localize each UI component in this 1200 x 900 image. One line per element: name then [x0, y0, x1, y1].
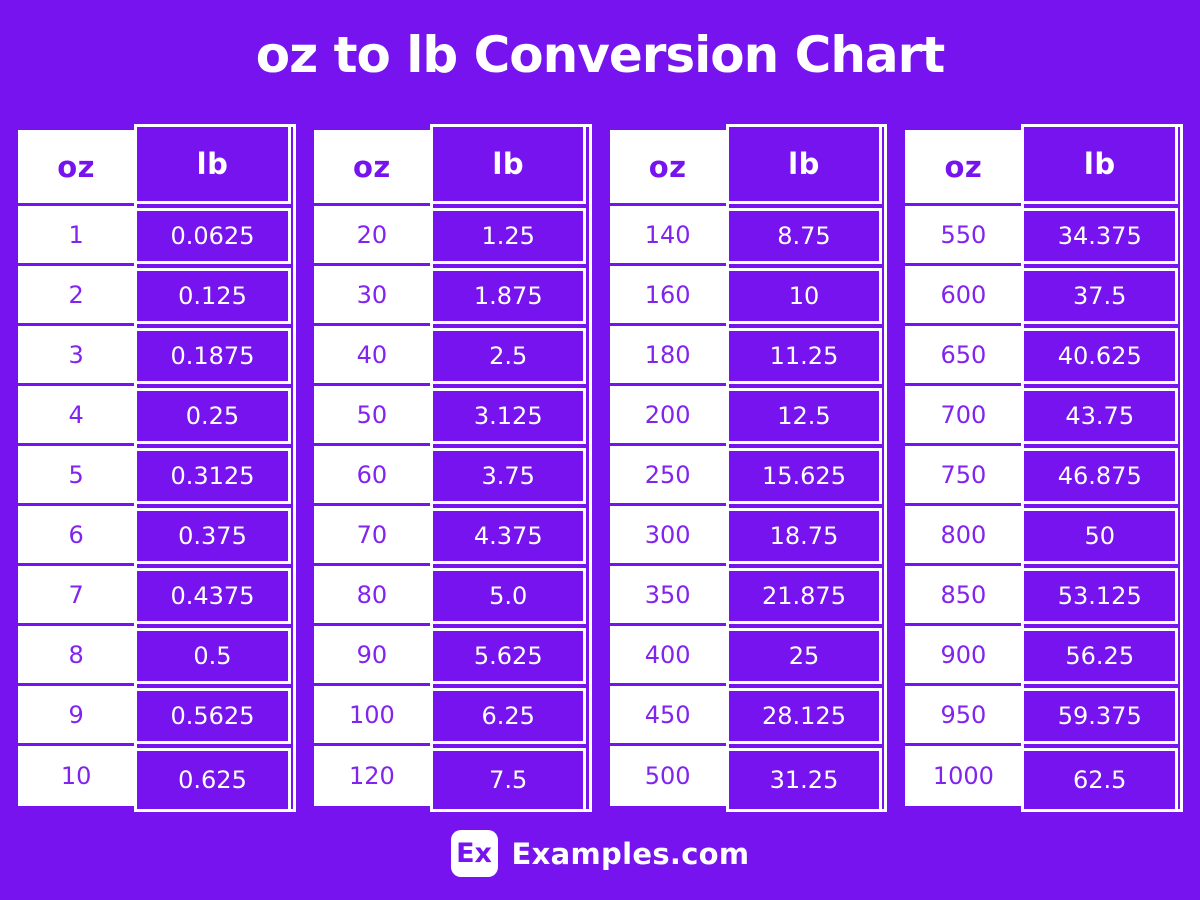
- oz-value-cell: 550: [905, 206, 1022, 266]
- oz-value-cell: 6: [18, 506, 135, 566]
- oz-value-cell: 900: [905, 626, 1022, 686]
- lb-value-cell: 28.125: [725, 688, 883, 744]
- lb-value-cell: 21.875: [725, 568, 883, 624]
- lb-value-cell: 3.125: [429, 388, 587, 444]
- oz-value-cell: 10: [18, 746, 135, 806]
- oz-value-cell: 70: [313, 506, 430, 566]
- oz-value-cell: 750: [905, 446, 1022, 506]
- lb-value-cell: 0.4375: [134, 568, 291, 624]
- lb-header-cell: lb: [1021, 124, 1178, 204]
- oz-value-cell: 1: [18, 206, 135, 266]
- oz-value-cell: 450: [609, 686, 726, 746]
- lb-value-cell: 15.625: [725, 448, 883, 504]
- oz-value-cell: 80: [313, 566, 430, 626]
- conversion-tables: oz lb 1 0.0625 2 0.125 3 0.1875 4 0.25 5 0.3125 6 0.3…: [18, 124, 1183, 812]
- conversion-table: oz lb 550 34.375 600 37.5 650 40.625 700 43.75 750…: [905, 124, 1183, 812]
- lb-value-cell: 0.25: [134, 388, 291, 444]
- lb-value-cell: 6.25: [429, 688, 587, 744]
- lb-value-cell: 59.375: [1021, 688, 1178, 744]
- lb-value-cell: 0.1875: [134, 328, 291, 384]
- conversion-table: oz lb 140 8.75 160 10 180 11.25 200 12.5 250 15.625…: [609, 124, 888, 812]
- examples-logo-icon: Ex: [450, 830, 498, 877]
- lb-value-cell: 0.3125: [134, 448, 291, 504]
- lb-value-cell: 34.375: [1021, 208, 1178, 264]
- oz-value-cell: 40: [313, 326, 430, 386]
- lb-value-cell: 7.5: [429, 748, 587, 812]
- oz-header-cell: oz: [313, 130, 430, 206]
- oz-value-cell: 120: [313, 746, 430, 806]
- lb-value-cell: 43.75: [1021, 388, 1178, 444]
- lb-value-cell: 2.5: [429, 328, 587, 384]
- oz-value-cell: 9: [18, 686, 135, 746]
- lb-value-cell: 10: [725, 268, 883, 324]
- conversion-table: oz lb 20 1.25 30 1.875 40 2.5 50 3.125 60 3.75 70 4.3…: [313, 124, 592, 812]
- page-title: oz to lb Conversion Chart: [255, 26, 946, 84]
- oz-value-cell: 950: [905, 686, 1022, 746]
- lb-value-cell: 46.875: [1021, 448, 1178, 504]
- footer-brand: Ex Examples.com: [0, 830, 1200, 877]
- oz-value-cell: 100: [313, 686, 430, 746]
- oz-value-cell: 5: [18, 446, 135, 506]
- lb-value-cell: 50: [1021, 508, 1178, 564]
- conversion-table: oz lb 1 0.0625 2 0.125 3 0.1875 4 0.25 5 0.3125 6 0.3…: [18, 124, 296, 812]
- oz-value-cell: 700: [905, 386, 1022, 446]
- lb-value-cell: 11.25: [725, 328, 883, 384]
- lb-value-cell: 5.0: [429, 568, 587, 624]
- oz-value-cell: 2: [18, 266, 135, 326]
- oz-value-cell: 4: [18, 386, 135, 446]
- lb-value-cell: 8.75: [725, 208, 883, 264]
- brand-name: Examples.com: [511, 836, 750, 871]
- lb-value-cell: 18.75: [725, 508, 883, 564]
- lb-header-cell: lb: [429, 124, 587, 204]
- lb-header-cell: lb: [725, 124, 883, 204]
- oz-value-cell: 160: [609, 266, 726, 326]
- lb-value-cell: 37.5: [1021, 268, 1178, 324]
- oz-value-cell: 7: [18, 566, 135, 626]
- oz-header-cell: oz: [905, 130, 1022, 206]
- oz-value-cell: 400: [609, 626, 726, 686]
- lb-value-cell: 0.125: [134, 268, 291, 324]
- oz-value-cell: 50: [313, 386, 430, 446]
- examples-logo-text: Ex: [456, 838, 492, 869]
- lb-value-cell: 0.5: [134, 628, 291, 684]
- oz-value-cell: 1000: [905, 746, 1022, 806]
- oz-value-cell: 20: [313, 206, 430, 266]
- oz-value-cell: 500: [609, 746, 726, 806]
- lb-value-cell: 5.625: [429, 628, 587, 684]
- lb-value-cell: 1.25: [429, 208, 587, 264]
- oz-value-cell: 90: [313, 626, 430, 686]
- lb-value-cell: 0.5625: [134, 688, 291, 744]
- lb-value-cell: 31.25: [725, 748, 883, 812]
- lb-value-cell: 25: [725, 628, 883, 684]
- oz-value-cell: 600: [905, 266, 1022, 326]
- lb-header-cell: lb: [134, 124, 291, 204]
- lb-value-cell: 56.25: [1021, 628, 1178, 684]
- lb-value-cell: 53.125: [1021, 568, 1178, 624]
- oz-value-cell: 30: [313, 266, 430, 326]
- oz-header-cell: oz: [18, 130, 135, 206]
- oz-value-cell: 650: [905, 326, 1022, 386]
- lb-value-cell: 0.375: [134, 508, 291, 564]
- oz-value-cell: 8: [18, 626, 135, 686]
- lb-value-cell: 40.625: [1021, 328, 1178, 384]
- oz-value-cell: 850: [905, 566, 1022, 626]
- oz-value-cell: 300: [609, 506, 726, 566]
- oz-value-cell: 250: [609, 446, 726, 506]
- lb-value-cell: 3.75: [429, 448, 587, 504]
- lb-value-cell: 4.375: [429, 508, 587, 564]
- lb-value-cell: 0.0625: [134, 208, 291, 264]
- oz-value-cell: 180: [609, 326, 726, 386]
- oz-value-cell: 200: [609, 386, 726, 446]
- lb-value-cell: 62.5: [1021, 748, 1178, 812]
- oz-value-cell: 350: [609, 566, 726, 626]
- lb-value-cell: 0.625: [134, 748, 291, 812]
- lb-value-cell: 12.5: [725, 388, 883, 444]
- oz-value-cell: 3: [18, 326, 135, 386]
- oz-value-cell: 140: [609, 206, 726, 266]
- oz-header-cell: oz: [609, 130, 726, 206]
- oz-value-cell: 800: [905, 506, 1022, 566]
- lb-value-cell: 1.875: [429, 268, 587, 324]
- oz-value-cell: 60: [313, 446, 430, 506]
